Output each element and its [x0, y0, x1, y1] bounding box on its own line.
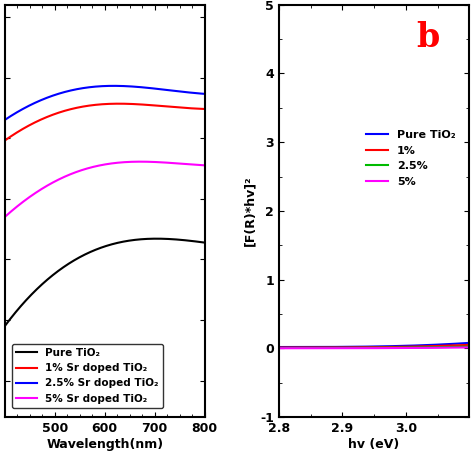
1% Sr doped TiO₂	[153, 103, 158, 109]
Line: 5%: 5%	[279, 347, 469, 348]
2.5% Sr doped TiO₂	[111, 83, 117, 89]
Pure TiO₂	[53, 270, 59, 275]
Pure TiO₂	[392, 343, 398, 349]
1%	[448, 343, 454, 348]
2.5%	[392, 345, 398, 350]
1%	[392, 344, 398, 350]
1%	[389, 344, 394, 350]
Y-axis label: [F(R)*hv]²: [F(R)*hv]²	[243, 176, 256, 246]
5%	[277, 346, 283, 351]
5% Sr doped TiO₂	[53, 178, 59, 183]
5%	[389, 345, 395, 351]
5% Sr doped TiO₂	[153, 159, 158, 165]
Pure TiO₂	[92, 247, 98, 253]
5%	[276, 346, 282, 351]
5%	[392, 345, 398, 351]
1% Sr doped TiO₂	[92, 102, 98, 108]
2.5% Sr doped TiO₂	[37, 98, 43, 103]
Pure TiO₂	[389, 343, 395, 349]
1%	[437, 343, 442, 349]
Pure TiO₂	[437, 342, 442, 347]
Pure TiO₂	[153, 236, 158, 242]
5% Sr doped TiO₂	[202, 163, 208, 168]
2.5% Sr doped TiO₂	[120, 83, 126, 89]
2.5% Sr doped TiO₂	[153, 86, 158, 91]
2.5% Sr doped TiO₂	[53, 91, 59, 97]
1% Sr doped TiO₂	[2, 138, 8, 144]
Pure TiO₂	[37, 283, 43, 289]
1% Sr doped TiO₂	[116, 101, 122, 107]
5% Sr doped TiO₂	[37, 187, 43, 193]
5% Sr doped TiO₂	[120, 159, 126, 165]
5% Sr doped TiO₂	[2, 214, 8, 220]
2.5% Sr doped TiO₂	[92, 84, 98, 90]
1% Sr doped TiO₂	[120, 101, 126, 107]
Line: 2.5% Sr doped TiO₂: 2.5% Sr doped TiO₂	[5, 86, 205, 120]
1% Sr doped TiO₂	[37, 117, 43, 123]
Pure TiO₂	[448, 341, 454, 347]
2.5%	[389, 345, 395, 351]
Pure TiO₂	[466, 340, 472, 346]
Legend: Pure TiO₂, 1%, 2.5%, 5%: Pure TiO₂, 1%, 2.5%, 5%	[361, 126, 460, 191]
Pure TiO₂	[389, 343, 394, 349]
Pure TiO₂	[154, 236, 159, 242]
Pure TiO₂	[276, 344, 282, 350]
Line: 5% Sr doped TiO₂: 5% Sr doped TiO₂	[5, 162, 205, 217]
Pure TiO₂	[202, 240, 208, 246]
Line: Pure TiO₂: Pure TiO₂	[279, 343, 469, 347]
1% Sr doped TiO₂	[136, 101, 141, 107]
2.5% Sr doped TiO₂	[2, 117, 8, 123]
5% Sr doped TiO₂	[136, 159, 141, 164]
2.5%	[466, 344, 472, 349]
2.5% Sr doped TiO₂	[136, 84, 141, 90]
Text: b: b	[416, 21, 439, 54]
Line: 1% Sr doped TiO₂: 1% Sr doped TiO₂	[5, 104, 205, 141]
5%	[437, 345, 442, 351]
1% Sr doped TiO₂	[202, 106, 208, 112]
2.5%	[389, 345, 394, 351]
2.5%	[277, 345, 283, 351]
1%	[466, 342, 472, 347]
Pure TiO₂	[136, 237, 141, 242]
X-axis label: Wavelength(nm): Wavelength(nm)	[46, 438, 163, 451]
1% Sr doped TiO₂	[53, 111, 59, 117]
Legend: Pure TiO₂, 1% Sr doped TiO₂, 2.5% Sr doped TiO₂, 5% Sr doped TiO₂: Pure TiO₂, 1% Sr doped TiO₂, 2.5% Sr dop…	[12, 344, 163, 408]
Pure TiO₂	[2, 323, 8, 329]
2.5%	[448, 344, 454, 350]
5%	[448, 345, 454, 350]
X-axis label: hv (eV): hv (eV)	[348, 438, 400, 451]
5%	[389, 345, 394, 351]
2.5%	[437, 344, 442, 350]
5% Sr doped TiO₂	[137, 159, 143, 164]
2.5%	[276, 345, 282, 351]
Pure TiO₂	[120, 239, 126, 245]
2.5% Sr doped TiO₂	[202, 91, 208, 97]
1%	[277, 345, 283, 350]
Line: Pure TiO₂: Pure TiO₂	[5, 239, 205, 326]
5% Sr doped TiO₂	[92, 164, 98, 169]
Pure TiO₂	[277, 344, 283, 350]
1%	[276, 345, 282, 350]
1%	[389, 344, 395, 350]
Line: 2.5%: 2.5%	[279, 346, 469, 348]
Line: 1%: 1%	[279, 345, 469, 347]
5%	[466, 345, 472, 350]
